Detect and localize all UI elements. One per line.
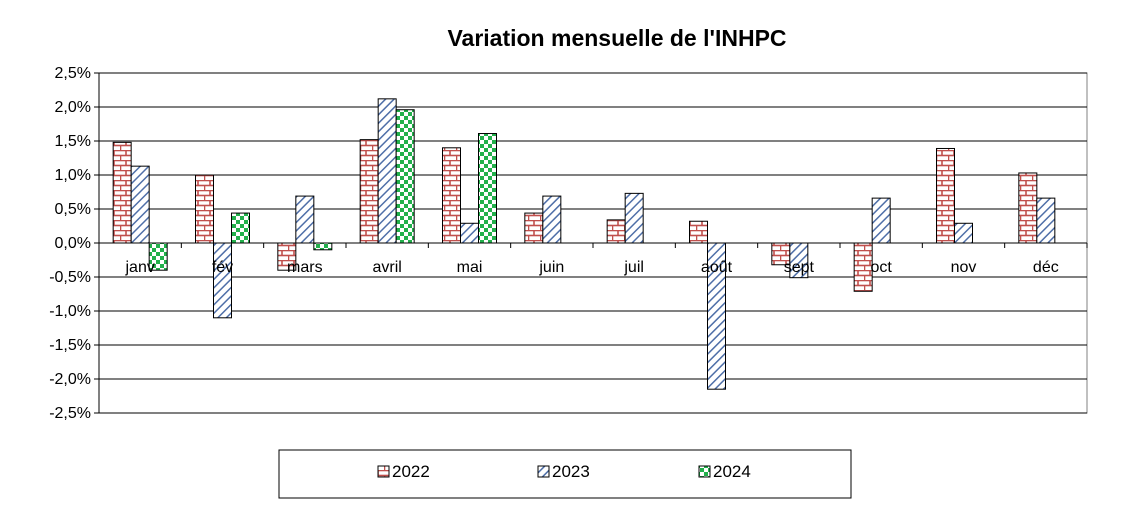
x-tick-label: avril: [372, 259, 401, 276]
legend-swatch-2023: [537, 465, 550, 478]
x-tick-label: fév: [212, 259, 233, 276]
y-tick-label: 0,5%: [55, 201, 91, 218]
bar-2023-oct: [871, 197, 891, 244]
x-tick-label: sept: [784, 259, 815, 276]
chart-title: Variation mensuelle de l'INHPC: [447, 25, 786, 51]
legend-swatch-2022: [377, 465, 390, 478]
bar-2022-avril: [359, 139, 379, 244]
y-tick-label: -1,5%: [49, 337, 91, 354]
x-tick-label: mars: [287, 259, 323, 276]
y-tick-labels: 2,5% 2,0% 1,5% 1,0% 0,5% 0,0% -0,5% -1,0% -1,5% -…: [49, 65, 91, 422]
y-tick-label: 2,5%: [55, 65, 91, 82]
bar-2022-août: [689, 220, 708, 244]
bars: [112, 98, 1056, 390]
x-tick-label: juil: [623, 259, 644, 276]
bar-2023-fév: [213, 242, 232, 319]
bar-2023-juil: [624, 192, 644, 244]
y-tick-label: 1,5%: [55, 133, 91, 150]
bar-2024-mars: [313, 242, 333, 251]
axes: [98, 73, 1088, 413]
bar-2023-juin: [542, 195, 562, 244]
y-tick-label: -0,5%: [49, 269, 91, 286]
bar-2022-nov: [936, 147, 955, 244]
x-tick-label: mai: [457, 259, 483, 276]
bar-2023-mars: [295, 195, 315, 244]
bar-2022-déc: [1018, 172, 1038, 244]
x-tick-labels: janv fév mars avril mai juin juil août sept oct no…: [124, 259, 1058, 276]
bar-2023-nov: [954, 222, 973, 244]
bar-2022-fév: [195, 174, 214, 244]
bar-2022-janv: [112, 141, 132, 244]
legend-label-2024: 2024: [713, 462, 751, 481]
x-tick-label: janv: [124, 259, 154, 276]
legend: 2022 2023 2024: [278, 449, 852, 499]
y-tick-label: 1,0%: [55, 167, 91, 184]
bar-2024-avril: [395, 109, 415, 244]
bar-2022-juil: [606, 219, 626, 244]
bar-2024-mai: [478, 133, 497, 244]
y-tick-label: 0,0%: [55, 235, 91, 252]
legend-label-2023: 2023: [552, 462, 590, 481]
legend-swatch-2024: [698, 465, 711, 478]
bar-2022-mai: [442, 147, 461, 244]
x-tick-label: août: [701, 259, 733, 276]
y-tick-label: -2,5%: [49, 405, 91, 422]
bar-2023-déc: [1036, 197, 1056, 244]
x-tick-label: déc: [1033, 259, 1059, 276]
x-tick-label: oct: [870, 259, 892, 276]
bar-2022-oct: [853, 242, 873, 292]
y-tick-label: -2,0%: [49, 371, 91, 388]
bar-2024-fév: [231, 212, 250, 244]
bar-2023-janv: [130, 165, 150, 244]
bar-2023-avril: [377, 98, 397, 244]
x-tick-label: juin: [538, 259, 564, 276]
legend-box: [278, 449, 852, 499]
y-tick-label: 2,0%: [55, 99, 91, 116]
bar-2023-mai: [460, 222, 479, 244]
x-tick-label: nov: [951, 259, 977, 276]
y-tick-label: -1,0%: [49, 303, 91, 320]
gridlines: [94, 72, 1087, 414]
legend-label-2022: 2022: [392, 462, 430, 481]
bar-2022-juin: [524, 212, 544, 244]
